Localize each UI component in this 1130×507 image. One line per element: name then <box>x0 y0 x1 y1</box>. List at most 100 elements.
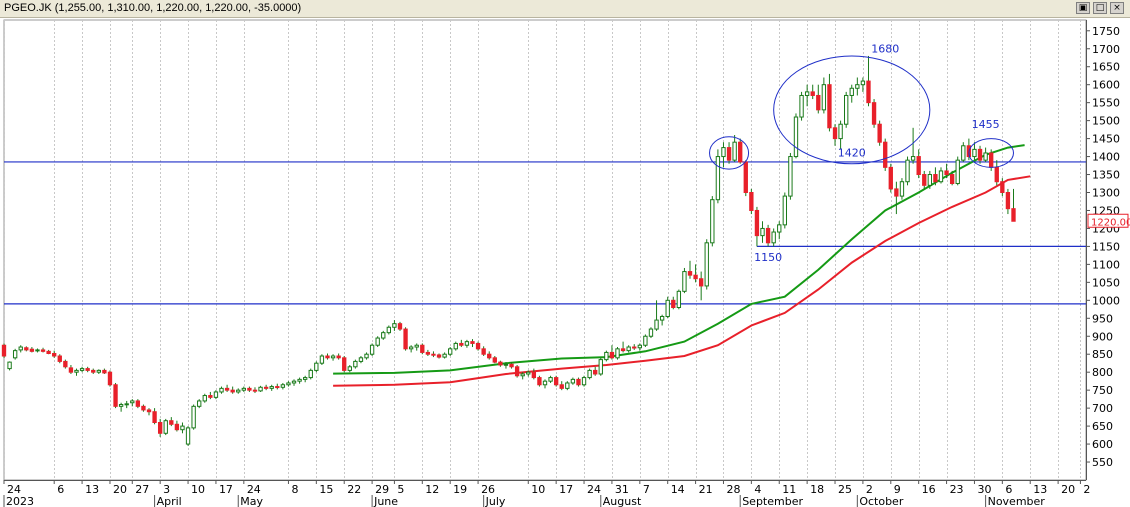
maximize-icon[interactable]: □ <box>1093 2 1107 14</box>
candle-down <box>343 358 346 371</box>
candle-up <box>287 383 290 385</box>
candle-down <box>621 349 624 351</box>
x-tick-label: 8 <box>291 483 298 496</box>
x-tick-label: 17 <box>559 483 573 496</box>
candle-up <box>449 349 452 354</box>
candle-up <box>220 388 223 392</box>
candle-down <box>276 387 279 388</box>
x-tick-label: 17 <box>219 483 233 496</box>
candle-down <box>493 358 496 362</box>
candle-down <box>175 424 178 429</box>
candle-down <box>594 370 597 374</box>
month-label: August <box>603 495 642 507</box>
candle-down <box>867 81 870 103</box>
candle-up <box>97 370 100 372</box>
candle-down <box>895 189 898 196</box>
candle-down <box>25 348 28 350</box>
price-annotation: 1455 <box>972 118 1000 131</box>
y-tick-label: 1550 <box>1092 97 1120 110</box>
candle-up <box>164 421 167 434</box>
candle-down <box>554 378 557 385</box>
title-bar: PGEO.JK (1,255.00, 1,310.00, 1,220.00, 1… <box>0 0 1130 18</box>
x-tick-label: 25 <box>838 483 852 496</box>
candle-down <box>739 142 742 162</box>
candle-down <box>2 345 5 356</box>
candle-down <box>1012 209 1015 222</box>
candle-up <box>242 388 245 390</box>
candle-up <box>900 182 903 196</box>
close-icon[interactable]: × <box>1110 2 1124 14</box>
candle-down <box>30 349 33 351</box>
candle-down <box>404 329 407 349</box>
y-tick-label: 1050 <box>1092 276 1120 289</box>
candle-down <box>432 354 435 355</box>
candle-up <box>711 200 714 243</box>
candle-down <box>426 352 429 354</box>
candle-down <box>471 342 474 344</box>
candle-down <box>510 364 513 367</box>
candle-down <box>114 385 117 407</box>
month-label: November <box>988 495 1046 507</box>
candle-up <box>984 153 987 160</box>
month-label: July <box>485 495 506 507</box>
y-tick-label: 1300 <box>1092 187 1120 200</box>
candle-down <box>811 92 814 96</box>
candle-up <box>761 228 764 235</box>
candle-up <box>683 272 686 292</box>
candle-down <box>532 372 535 377</box>
candle-up <box>973 149 976 156</box>
candle-up <box>566 383 569 388</box>
candle-up <box>125 404 128 405</box>
candle-up <box>845 95 848 124</box>
candle-up <box>962 146 965 160</box>
candle-down <box>917 157 920 175</box>
y-tick-label: 1700 <box>1092 43 1120 56</box>
candle-down <box>53 354 56 357</box>
candle-down <box>633 347 636 348</box>
candle-down <box>515 367 518 376</box>
x-tick-label: 10 <box>531 483 545 496</box>
candle-down <box>744 162 747 193</box>
candle-up <box>454 343 457 348</box>
candle-up <box>281 385 284 388</box>
restore-icon[interactable]: ▣ <box>1076 2 1090 14</box>
y-tick-label: 850 <box>1092 348 1113 361</box>
candle-down <box>1006 193 1009 209</box>
candle-up <box>348 367 351 371</box>
candle-down <box>817 95 820 109</box>
candle-up <box>850 88 853 95</box>
candle-up <box>320 356 323 363</box>
candle-down <box>398 324 401 329</box>
y-tick-label: 650 <box>1092 420 1113 433</box>
candle-up <box>359 358 362 362</box>
candle-down <box>694 275 697 279</box>
candle-up <box>605 352 608 359</box>
candle-down <box>225 388 228 390</box>
candle-up <box>599 360 602 374</box>
candle-up <box>376 338 379 345</box>
candle-up <box>783 196 786 225</box>
candle-up <box>465 342 468 346</box>
candle-down <box>147 410 150 412</box>
y-tick-label: 900 <box>1092 330 1113 343</box>
y-tick-label: 950 <box>1092 312 1113 325</box>
candle-down <box>64 361 67 366</box>
candle-down <box>750 193 753 211</box>
candle-up <box>19 347 22 350</box>
candle-up <box>393 324 396 328</box>
price-annotation: 1680 <box>871 42 899 55</box>
x-tick-label: 28 <box>726 483 740 496</box>
candle-up <box>649 329 652 336</box>
candle-up <box>192 406 195 428</box>
candle-up <box>956 160 959 183</box>
candle-down <box>610 352 613 357</box>
y-tick-label: 1400 <box>1092 151 1120 164</box>
x-tick-label: 23 <box>950 483 964 496</box>
candle-up <box>186 428 189 444</box>
y-tick-label: 1450 <box>1092 133 1120 146</box>
candle-up <box>13 351 16 358</box>
x-tick-label: 10 <box>191 483 205 496</box>
candle-up <box>298 379 301 381</box>
candle-down <box>103 370 106 373</box>
